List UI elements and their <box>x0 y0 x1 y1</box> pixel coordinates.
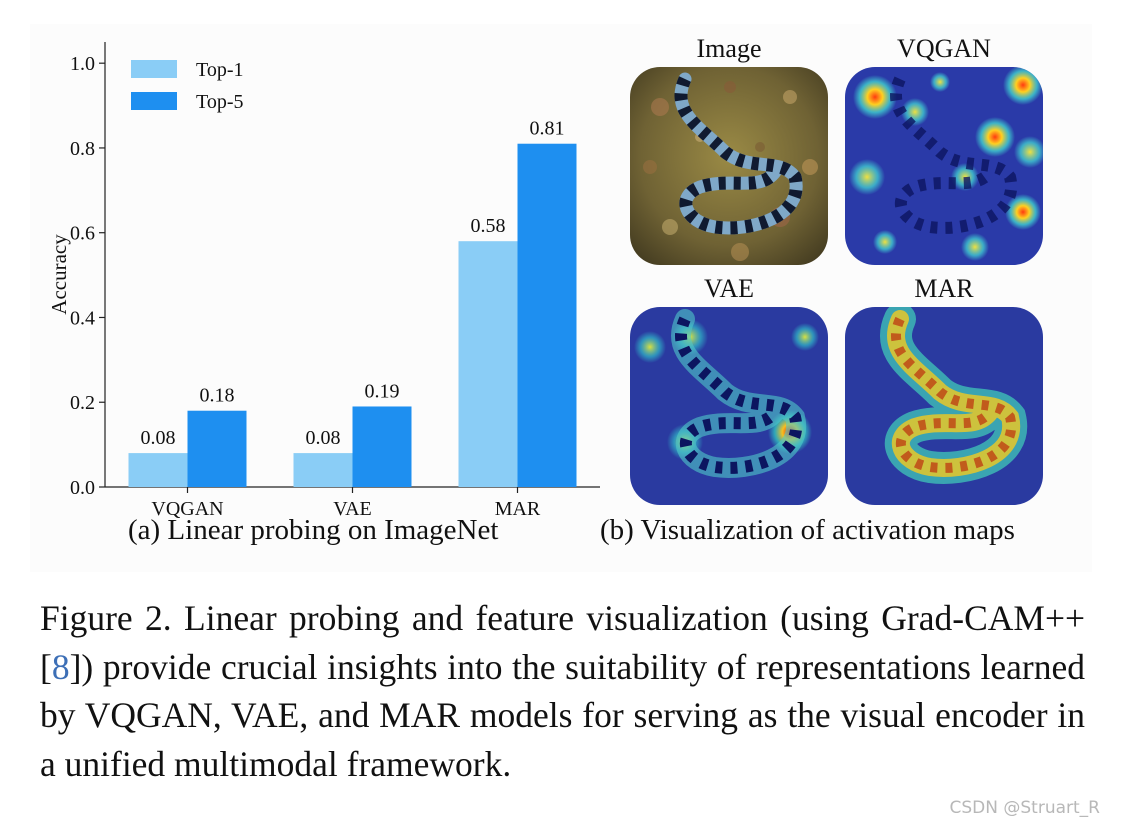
y-tick-label: 0.2 <box>70 392 95 414</box>
y-tick-label: 0.8 <box>70 138 95 160</box>
bar-top-5-mar <box>517 143 577 487</box>
data-label: 0.08 <box>306 427 341 449</box>
bar-chart: 0.0 0.2 0.4 0.6 0.8 1.0 Accuracy 0.08 0.18 VQGAN 0… <box>47 42 600 520</box>
subcaption-b: (b) Visualization of activation maps <box>600 514 1015 546</box>
thumb-label-mar: MAR <box>914 274 974 303</box>
y-tick-label: 0.0 <box>70 477 95 499</box>
bar-top-5-vqgan <box>187 410 247 487</box>
caption-text-end: ]) provide crucial insights into the sui… <box>40 646 1085 784</box>
subcaption-a: (a) Linear probing on ImageNet <box>128 514 499 546</box>
activation-map-vqgan <box>845 67 1043 265</box>
data-label: 0.58 <box>471 215 506 237</box>
bar-top-1-vqgan <box>128 453 188 487</box>
figure-panel: 0.0 0.2 0.4 0.6 0.8 1.0 Accuracy 0.08 0.18 VQGAN 0… <box>30 24 1092 572</box>
y-tick-label: 0.4 <box>70 307 95 329</box>
y-tick-label: 0.6 <box>70 223 95 245</box>
citation-link[interactable]: 8 <box>51 646 70 687</box>
snake-photo-image <box>630 67 828 265</box>
data-label: 0.81 <box>530 118 565 140</box>
data-label: 0.19 <box>365 380 400 402</box>
caption-text-start: Figure 2. Linear probing and feature vis… <box>40 598 1085 687</box>
legend-swatch <box>131 92 177 110</box>
x-tick-label: MAR <box>495 498 541 520</box>
legend-swatch <box>131 60 177 78</box>
y-tick-label: 1.0 <box>70 53 95 75</box>
activation-map-vae <box>630 307 828 505</box>
watermark: CSDN @Struart_R <box>949 798 1100 818</box>
bar-top-1-mar <box>458 241 518 487</box>
figure-caption: Figure 2. Linear probing and feature vis… <box>40 594 1085 788</box>
y-axis-label: Accuracy <box>47 234 71 315</box>
data-label: 0.08 <box>141 427 176 449</box>
thumb-label-image: Image <box>696 34 762 63</box>
thumb-label-vqgan: VQGAN <box>897 34 991 63</box>
bar-top-1-vae <box>293 453 353 487</box>
x-tick-label: VAE <box>333 498 372 520</box>
activation-map-mar <box>845 307 1043 505</box>
thumb-label-vae: VAE <box>703 274 755 303</box>
legend-label: Top-1 <box>196 59 243 81</box>
data-label: 0.18 <box>200 385 235 407</box>
x-tick-label: VQGAN <box>151 498 223 520</box>
legend-label: Top-5 <box>196 91 243 113</box>
bar-top-5-vae <box>352 406 412 487</box>
